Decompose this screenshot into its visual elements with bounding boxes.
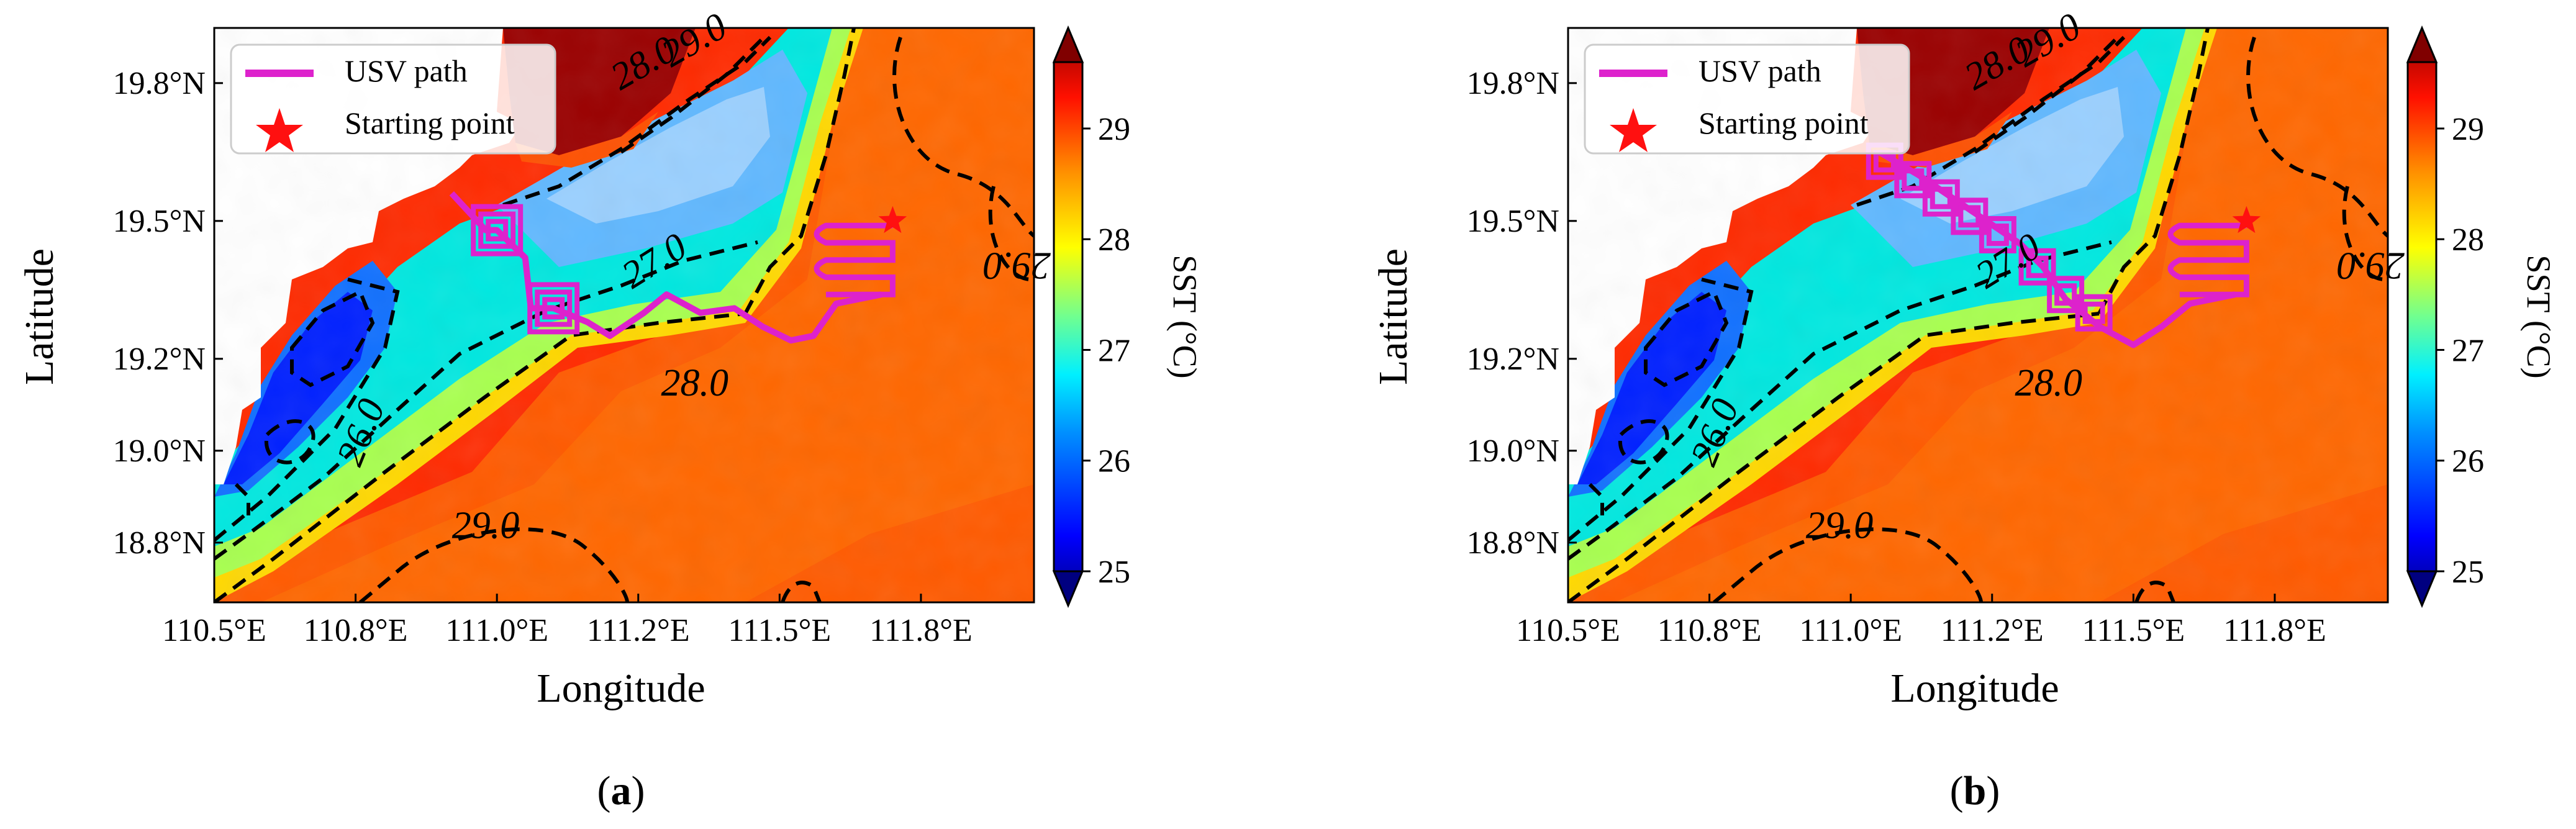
caption-letter-b: b xyxy=(1964,768,1987,813)
colorbar-b-bottom-arrow xyxy=(2406,570,2438,608)
x-tick-label: 111.0°E xyxy=(1799,613,1902,648)
x-tick-label: 111.2°E xyxy=(587,613,690,648)
colorbar-tick-label: 27 xyxy=(1098,333,1130,368)
y-tick-label: 19.5°N xyxy=(113,204,206,239)
caption-b: (b) xyxy=(1950,768,2000,813)
y-tick-label: 19.2°N xyxy=(1467,342,1559,377)
x-tick-label: 111.8°E xyxy=(2223,613,2326,648)
colorbar-label-b: SST (°C) xyxy=(2520,255,2557,378)
usv-overlay-a xyxy=(449,191,907,344)
contour-label: 29.0 xyxy=(452,504,520,546)
y-tick-label: 18.8°N xyxy=(113,525,206,561)
usv-loop xyxy=(527,282,580,335)
contour-label: 29.0 xyxy=(2337,245,2405,287)
legend-start-label: Starting point xyxy=(1698,106,1869,140)
colorbar-ticks-b: 25 26 27 28 29 xyxy=(2436,112,2484,590)
usv-loop xyxy=(471,204,524,256)
legend-path-label: USV path xyxy=(1698,53,1821,88)
colorbar-tick-label: 25 xyxy=(2452,555,2484,590)
contours-a xyxy=(214,28,1034,602)
x-tick-label: 111.5°E xyxy=(728,613,831,648)
colorbar-tick-label: 26 xyxy=(2452,444,2484,479)
usv-loop xyxy=(1979,216,2016,253)
colorbar-ticks-a: 25 26 27 28 29 xyxy=(1082,112,1130,590)
colorbar-a-top-arrow xyxy=(1052,25,1084,63)
xlabel-b: Longitude xyxy=(1890,666,2059,711)
axes-frame-b xyxy=(1567,27,2389,604)
usv-loop xyxy=(2075,294,2113,332)
y-tick-label: 19.8°N xyxy=(113,66,206,101)
y-tick-label: 19.2°N xyxy=(113,342,206,377)
usv-loop xyxy=(1951,197,1989,235)
contour-label: 29.0 xyxy=(983,245,1051,287)
x-tick-label: 111.2°E xyxy=(1941,613,2044,648)
panel-a: 110.5°E 110.8°E 111.0°E 111.2°E 111.5°E 111.8… xyxy=(17,5,1204,813)
y-tick-label: 19.5°N xyxy=(1467,204,1559,239)
colorbar-a: 25 26 27 28 29 SST (°C) xyxy=(1052,25,1204,608)
colorbar-tick-label: 29 xyxy=(2452,112,2484,147)
legend-b: USV path Starting point xyxy=(1584,43,1910,155)
colorbar-a-bottom-arrow xyxy=(1052,570,1084,608)
colorbar-b-body xyxy=(2406,25,2438,608)
x-tick-label: 110.5°E xyxy=(1516,613,1620,648)
ticks-b: 110.5°E 110.8°E 111.0°E 111.2°E 111.5°E 111.8… xyxy=(1467,66,2326,648)
legend-path-label: USV path xyxy=(345,53,468,88)
contour-label: 28.0 xyxy=(661,362,729,404)
usv-path xyxy=(449,191,882,344)
usv-loop xyxy=(2018,248,2056,286)
xlabel-a: Longitude xyxy=(537,666,705,711)
usv-sweep xyxy=(814,222,896,297)
contour-label: 28.0 xyxy=(2015,362,2083,404)
panel-b: 110.5°E 110.8°E 111.0°E 111.2°E 111.5°E 111.8… xyxy=(1371,5,2557,813)
colorbar-tick-label: 27 xyxy=(2452,333,2484,368)
colorbar-tick-label: 25 xyxy=(1098,555,1130,590)
usv-sweep xyxy=(2167,222,2249,297)
x-tick-label: 111.8°E xyxy=(869,613,973,648)
x-tick-label: 111.5°E xyxy=(2082,613,2185,648)
x-tick-label: 110.8°E xyxy=(1658,613,1762,648)
x-tick-label: 110.8°E xyxy=(304,613,408,648)
ylabel-a: Latitude xyxy=(17,248,62,385)
y-tick-label: 19.0°N xyxy=(1467,433,1559,469)
colorbar-tick-label: 28 xyxy=(2452,222,2484,258)
usv-loop xyxy=(2047,276,2085,314)
colorbar-tick-label: 26 xyxy=(1098,444,1130,479)
y-tick-label: 18.8°N xyxy=(1467,525,1559,561)
usv-loop xyxy=(1894,161,1932,199)
ylabel-b: Latitude xyxy=(1371,248,1416,385)
starting-point-marker xyxy=(878,206,907,233)
usv-overlay-b xyxy=(1866,142,2261,348)
starting-point-swatch xyxy=(256,108,303,152)
colorbar-tick-label: 28 xyxy=(1098,222,1130,258)
colorbar-b-top-arrow xyxy=(2406,25,2438,63)
starting-point-swatch xyxy=(1610,108,1657,152)
colorbar-tick-label: 29 xyxy=(1098,112,1130,147)
axes-frame-a xyxy=(213,27,1035,604)
colorbar-b: 25 26 27 28 29 SST (°C) xyxy=(2406,25,2557,608)
x-tick-label: 110.5°E xyxy=(162,613,266,648)
y-tick-label: 19.0°N xyxy=(113,433,206,469)
colorbar-a-body xyxy=(1053,25,1084,608)
caption-letter-a: a xyxy=(611,768,632,813)
legend-start-label: Starting point xyxy=(345,106,515,140)
ticks-a: 110.5°E 110.8°E 111.0°E 111.2°E 111.5°E 111.8… xyxy=(113,66,973,648)
y-tick-label: 19.8°N xyxy=(1467,66,1559,101)
contour-label: 29.0 xyxy=(1806,504,1874,546)
usv-loop xyxy=(1922,179,1960,217)
starting-point-marker xyxy=(2232,206,2261,233)
caption-a: (a) xyxy=(597,768,645,813)
legend-a: USV path Starting point xyxy=(230,43,556,155)
colorbar-label-a: SST (°C) xyxy=(1166,255,1204,378)
x-tick-label: 111.0°E xyxy=(445,613,548,648)
